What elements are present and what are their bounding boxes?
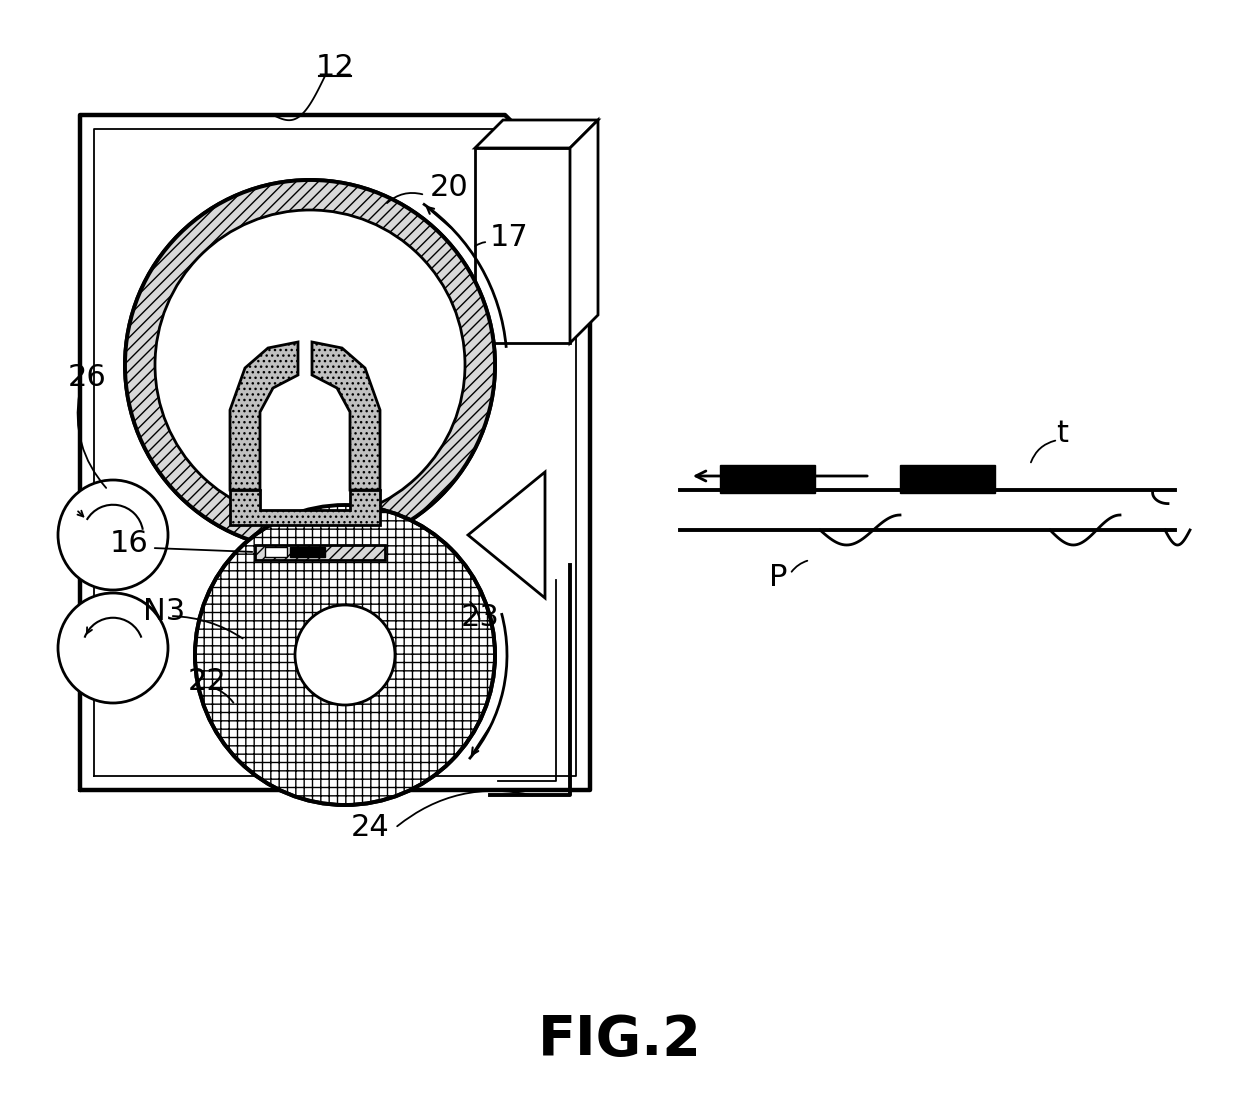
- Polygon shape: [229, 342, 298, 490]
- Text: t: t: [1056, 419, 1068, 449]
- Text: 23: 23: [460, 603, 500, 633]
- Text: 17: 17: [490, 224, 528, 252]
- Bar: [265, 547, 286, 557]
- Bar: [720, 465, 815, 493]
- Bar: [900, 465, 994, 493]
- Polygon shape: [229, 490, 379, 525]
- Text: 18,19a,19b: 18,19a,19b: [188, 281, 362, 309]
- Text: 16: 16: [109, 529, 148, 557]
- Polygon shape: [570, 120, 598, 343]
- Polygon shape: [475, 148, 570, 343]
- Circle shape: [125, 180, 495, 550]
- Circle shape: [155, 210, 465, 520]
- Polygon shape: [312, 342, 379, 490]
- Circle shape: [125, 180, 495, 550]
- Text: 24: 24: [351, 814, 389, 842]
- Text: FIG.2: FIG.2: [538, 1013, 702, 1067]
- Text: N3: N3: [143, 598, 185, 626]
- Circle shape: [295, 606, 396, 705]
- Text: 26: 26: [68, 363, 107, 393]
- Circle shape: [58, 593, 167, 703]
- Circle shape: [58, 480, 167, 590]
- Text: 20: 20: [430, 173, 469, 203]
- Bar: [290, 547, 325, 557]
- Text: P: P: [769, 564, 787, 592]
- Text: 22: 22: [188, 667, 227, 697]
- Polygon shape: [467, 472, 546, 598]
- Circle shape: [195, 505, 495, 805]
- Text: 12: 12: [316, 54, 355, 82]
- Polygon shape: [475, 120, 598, 148]
- Bar: [255, 545, 384, 559]
